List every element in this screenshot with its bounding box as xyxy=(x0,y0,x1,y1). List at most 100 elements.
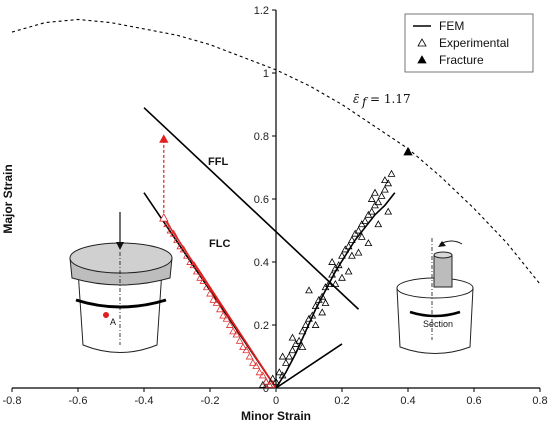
flc-sim-point xyxy=(255,368,264,376)
experimental-point xyxy=(377,191,386,199)
flc-sim-point xyxy=(225,320,234,328)
experimental-point xyxy=(338,273,346,281)
flc-sim-point xyxy=(186,257,195,265)
flc-sim-point xyxy=(199,276,208,284)
experimental-point xyxy=(311,320,320,328)
x-tick-label: -0.2 xyxy=(201,395,220,407)
flc-sim-point xyxy=(242,346,251,354)
experimental-point xyxy=(387,169,396,177)
legend-label: Experimental xyxy=(439,36,509,50)
x-tick-label: 0.8 xyxy=(532,395,547,407)
flc-sim-point xyxy=(189,261,198,269)
flc-sim-point xyxy=(222,314,231,322)
cup-left-illustration: A xyxy=(69,212,173,353)
experimental-point xyxy=(334,261,343,269)
experimental-point xyxy=(321,298,330,306)
flc-sim-point xyxy=(176,242,185,250)
line-flc xyxy=(143,192,343,390)
experimental-point xyxy=(318,292,327,300)
eps-value: = 1.17 xyxy=(370,92,411,106)
flc-sim-point xyxy=(179,245,188,253)
experimental-point xyxy=(338,251,346,259)
flc-sim-point xyxy=(163,220,171,228)
experimental-point xyxy=(328,257,336,265)
series-fem-line xyxy=(275,192,396,389)
experimental-point xyxy=(348,251,356,259)
experimental-point xyxy=(278,352,287,360)
flc-sim-point xyxy=(212,298,221,306)
point-a-label: A xyxy=(110,317,116,327)
experimental-point xyxy=(268,374,277,382)
flc-sim-point xyxy=(173,235,181,243)
experimental-point xyxy=(328,270,336,278)
y-tick-label: 0.4 xyxy=(254,257,269,269)
legend-label: FEM xyxy=(439,19,464,33)
flc-sim-point xyxy=(216,305,224,313)
experimental-point xyxy=(298,327,307,335)
legend: FEM Experimental Fracture xyxy=(404,13,534,73)
plot-area xyxy=(11,18,541,390)
experimental-point xyxy=(381,185,389,193)
experimental-point xyxy=(367,207,376,215)
experimental-point xyxy=(371,188,379,196)
x-tick-label: -0.8 xyxy=(3,395,22,407)
x-tick-label: -0.6 xyxy=(69,395,88,407)
y-tick-label: 0.6 xyxy=(254,194,269,206)
point-a-marker xyxy=(103,312,109,318)
eps-subscript: f xyxy=(361,95,369,109)
experimental-point xyxy=(361,217,369,225)
flc-sim-point xyxy=(258,371,267,379)
flc-sim-point xyxy=(232,330,241,338)
experimental-point xyxy=(364,239,373,247)
experimental-point xyxy=(272,377,280,385)
flc-sim-point xyxy=(183,251,191,259)
axes: -0.8 -0.6 -0.4 -0.2 0 0.2 0.4 0.6 0.8 0 0.2 0.4 0.6 0… xyxy=(1,5,548,423)
y-tick-label: 0.8 xyxy=(254,131,269,143)
experimental-point xyxy=(357,232,366,240)
flc-sim-point xyxy=(229,327,237,335)
legend-box xyxy=(404,13,534,73)
flc-sim-point xyxy=(252,361,261,369)
experimental-point xyxy=(348,235,356,243)
red-fracture-marker xyxy=(159,134,169,143)
experimental-point xyxy=(354,248,363,256)
cup-right-illustration: Section xyxy=(396,238,474,354)
flc-sim-point xyxy=(202,283,211,291)
x-axis-label: Minor Strain xyxy=(241,409,311,423)
flc-sim-point xyxy=(196,273,204,281)
y-tick-label: 0.2 xyxy=(254,320,269,332)
experimental-point xyxy=(308,311,317,319)
experimental-point xyxy=(305,286,313,294)
experimental-point xyxy=(384,207,393,215)
x-tick-label: -0.4 xyxy=(135,395,154,407)
line-red-curve-2 xyxy=(192,261,277,389)
x-tick-label: 0.2 xyxy=(334,395,349,407)
experimental-point xyxy=(295,336,303,344)
flc-sim-point xyxy=(166,226,175,234)
experimental-point xyxy=(288,333,297,341)
flc-sim-point xyxy=(235,336,244,344)
experimental-point xyxy=(344,242,353,250)
ffl-label: FFL xyxy=(208,156,228,168)
x-tick-label: 0 xyxy=(273,395,279,407)
experimental-point xyxy=(288,346,297,354)
experimental-point xyxy=(374,220,383,228)
fracture-point xyxy=(403,146,413,156)
line-fracture-locus xyxy=(11,18,541,285)
experimental-point xyxy=(331,280,340,288)
flc-sim-point xyxy=(239,343,247,351)
flc-sim-point xyxy=(209,295,218,303)
flc-label: FLC xyxy=(209,238,230,250)
experimental-point xyxy=(278,371,287,379)
flc-sim-point xyxy=(219,311,228,319)
annotations: FFL FLC ε̄ f = 1.17 xyxy=(208,92,411,250)
experimental-point xyxy=(298,343,307,351)
illustrations: A Section xyxy=(69,212,474,354)
legend-experimental-swatch xyxy=(417,38,427,47)
flc-sim-point xyxy=(262,377,270,385)
experimental-point xyxy=(301,320,310,328)
experimental-point xyxy=(311,302,320,310)
experimental-point xyxy=(285,352,294,360)
experimental-point xyxy=(318,308,327,316)
